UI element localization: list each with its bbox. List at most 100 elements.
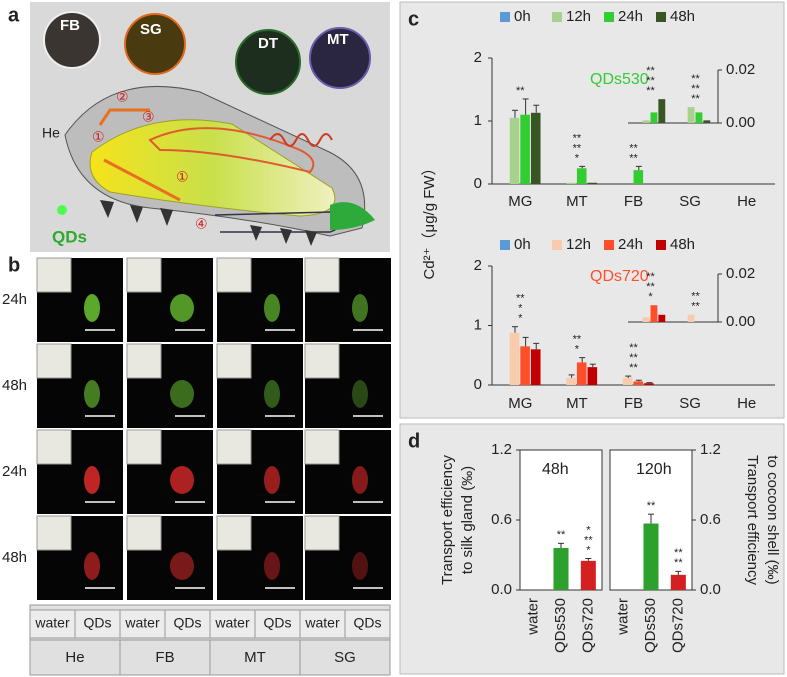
fluorescence [170, 294, 194, 322]
table-cell [29, 639, 121, 676]
bar [509, 332, 520, 385]
y2-tick-label: 0.02 [726, 265, 755, 282]
bar [576, 168, 587, 184]
significance: ** [629, 152, 638, 164]
fluorescence [352, 380, 368, 408]
panel-label: a [8, 4, 20, 26]
significance: ** [557, 529, 566, 541]
inset-bar [687, 314, 695, 322]
legend-label: 0h [514, 8, 531, 25]
legend-label: 12h [566, 8, 591, 25]
tissue-label: He [42, 125, 60, 141]
tail [330, 202, 375, 230]
midgut [89, 119, 336, 217]
y-tick-label: 1 [474, 316, 482, 333]
tick-label: 1.2 [700, 441, 721, 458]
bar [553, 548, 569, 590]
y-tick-label: 2 [474, 257, 482, 274]
significance: ** [691, 301, 700, 313]
transport-arrows [98, 108, 181, 202]
tick-label: 0.6 [700, 511, 721, 528]
panel-label: b [8, 254, 20, 276]
bar [509, 117, 520, 184]
table-text: water [214, 615, 250, 631]
significance: ** [646, 75, 655, 87]
bar [643, 523, 659, 590]
micrograph-inset [304, 343, 340, 379]
fluorescence [84, 552, 100, 580]
legend-label: 24h [618, 8, 643, 25]
tick-label: 0.6 [491, 511, 512, 528]
x-tick-label: MG [508, 193, 532, 210]
significance: ** [629, 362, 638, 374]
micrograph-inset [216, 257, 252, 293]
micrograph-inset [126, 515, 162, 551]
bar [587, 182, 598, 184]
legend-swatch [500, 12, 510, 22]
row-label: 48h [2, 549, 27, 566]
fluorescence [352, 294, 368, 322]
x-tick-label: MT [566, 395, 588, 412]
micrograph-inset [216, 515, 252, 551]
micrograph-inset [304, 429, 340, 465]
bar [633, 170, 644, 184]
panel-label: c [408, 8, 419, 30]
table-cell [74, 609, 121, 639]
fluorescence [264, 294, 280, 322]
significance: * [586, 544, 591, 556]
panel-a [30, 2, 390, 252]
micrograph-inset [36, 429, 72, 465]
significance: * [575, 344, 580, 356]
significance: ** [691, 93, 700, 105]
legend-swatch [656, 12, 666, 22]
x-tick-label: MG [508, 395, 532, 412]
legend-swatch [604, 240, 614, 250]
fluorescence [264, 380, 280, 408]
zoom-label: DT [258, 35, 278, 52]
legend-label: 48h [670, 236, 695, 253]
table-cell [119, 639, 211, 676]
significance: ** [691, 73, 700, 85]
significance: ** [584, 534, 593, 546]
legend-swatch [552, 240, 562, 250]
source-label: QDs [52, 227, 87, 246]
legend-swatch [656, 240, 666, 250]
panel-label: d [408, 430, 420, 452]
table-text: SG [334, 649, 356, 666]
inset-bar [650, 112, 658, 123]
x-tick-label: water [525, 598, 542, 636]
fluorescence [352, 552, 368, 580]
significance: ** [573, 334, 582, 346]
significance: ** [516, 85, 525, 97]
significance: ** [691, 291, 700, 303]
significance: * [518, 303, 523, 315]
micrograph-inset [304, 515, 340, 551]
axis-label: to cocoon shell (‰) [764, 455, 781, 584]
legend-swatch [604, 12, 614, 22]
bar [587, 367, 598, 385]
x-tick-label: water [615, 598, 632, 636]
tick-label: 1.2 [491, 441, 512, 458]
table-text: water [34, 615, 70, 631]
fluorescence [84, 466, 100, 494]
significance: ** [691, 83, 700, 95]
bar [566, 182, 576, 184]
significance: ** [646, 271, 655, 283]
micrograph-inset [36, 257, 72, 293]
table-text: QDs [354, 615, 382, 631]
qds-dot [57, 205, 67, 215]
zoom-label: SG [140, 21, 162, 38]
table-text: FB [155, 649, 174, 666]
bar [670, 574, 686, 590]
fluorescence [264, 552, 280, 580]
inset-bar [658, 314, 666, 322]
significance: * [648, 291, 653, 303]
bar [576, 362, 587, 385]
significance: * [586, 524, 591, 536]
fluorescence [170, 466, 194, 494]
tick-label: 0.0 [491, 581, 512, 598]
